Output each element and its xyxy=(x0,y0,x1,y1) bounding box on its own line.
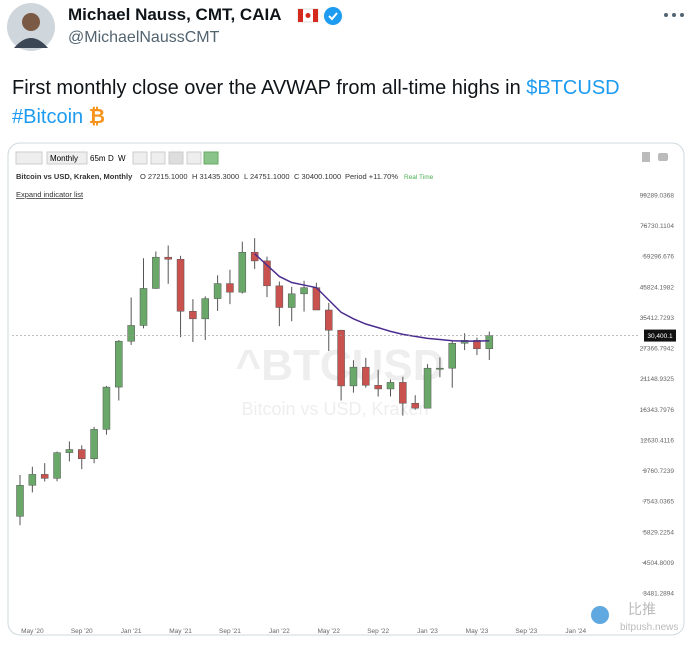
candle-body xyxy=(127,325,135,342)
candle-body xyxy=(325,309,333,331)
candle-body xyxy=(201,298,209,320)
candle-body xyxy=(16,485,24,517)
site-watermark: bitpush.news xyxy=(620,622,678,633)
text: First monthly close over the AVWAP from … xyxy=(12,77,527,99)
badges xyxy=(297,7,342,25)
avatar[interactable] xyxy=(4,2,64,62)
candle-body xyxy=(53,452,61,479)
watermark-logo xyxy=(591,606,609,624)
candle-body xyxy=(152,256,160,289)
candle-body xyxy=(164,256,172,260)
avwap-line xyxy=(254,253,490,342)
watermark-description: Bitcoin vs USD, Kraken xyxy=(241,399,428,419)
candle-body xyxy=(411,402,419,409)
period-change: Period +11.70% xyxy=(345,172,398,181)
candle-body xyxy=(263,260,271,287)
x-tick-label: Jan '24 xyxy=(565,628,586,635)
button[interactable]: 65m xyxy=(90,154,106,163)
y-tick-label: 35412.7293 xyxy=(640,315,675,322)
x-tick-label: Jan '21 xyxy=(121,628,142,635)
expand-link[interactable]: Expand indicator list xyxy=(16,190,84,199)
tweet-text: First monthly close over the AVWAP from … xyxy=(12,74,620,132)
y-tick-label: 4504.8009 xyxy=(643,560,674,567)
x-tick-label: Jan '22 xyxy=(269,628,290,635)
candle-body xyxy=(115,340,123,388)
candle-body xyxy=(238,251,247,293)
ohlc: C 30400.1000 xyxy=(294,172,341,181)
candle-body xyxy=(213,283,222,299)
y-tick-label: 21148.9325 xyxy=(640,376,674,383)
more-menu[interactable] xyxy=(662,10,686,20)
y-tick-label: 76730.1104 xyxy=(640,223,674,230)
status: Real Time xyxy=(404,174,434,181)
x-tick-label: Jan '23 xyxy=(417,628,438,635)
handle[interactable]: @MichaelNaussCMT xyxy=(68,29,220,46)
cashtag[interactable]: $BTCUSD xyxy=(526,77,620,99)
ohlc: O 27215.1000 xyxy=(140,172,188,181)
last-close-box xyxy=(644,329,676,342)
candle-body xyxy=(485,335,494,349)
y-tick-label: 9760.7239 xyxy=(643,468,674,475)
y-tick-label: 16343.7976 xyxy=(640,407,675,414)
candle-body xyxy=(448,342,456,369)
candle-body xyxy=(139,288,148,326)
candle-body xyxy=(78,449,86,459)
hashtag[interactable]: #Bitcoin xyxy=(12,106,84,128)
candle-body xyxy=(65,449,74,453)
candle-body xyxy=(287,293,296,308)
x-tick-label: Sep '21 xyxy=(219,628,241,635)
candle-body xyxy=(176,258,185,312)
y-tick-label: 3481.2894 xyxy=(643,591,674,598)
interval[interactable]: Monthly xyxy=(50,154,78,163)
site-watermark: 比推 xyxy=(628,601,656,617)
x-tick-label: May '22 xyxy=(317,628,340,635)
chart: Monthly 65m D W Bitcoin vs USD, Kraken, … xyxy=(7,142,685,636)
candle-body xyxy=(275,285,284,308)
candle-body xyxy=(436,367,444,370)
author-name[interactable]: Michael Nauss, CMT, CAIA xyxy=(68,5,282,24)
x-tick-label: Sep '20 xyxy=(71,628,93,635)
candle-body xyxy=(386,382,395,390)
y-tick-label: 59296.676 xyxy=(643,254,674,261)
y-tick-label: 12630.4116 xyxy=(640,437,674,444)
candle-body xyxy=(473,340,481,349)
candle-body xyxy=(337,329,345,387)
x-tick-label: May '21 xyxy=(169,628,192,635)
x-tick-label: Sep '23 xyxy=(515,628,537,635)
button[interactable]: W xyxy=(118,154,126,163)
candle-body xyxy=(374,385,382,390)
candle-body xyxy=(189,311,197,320)
y-tick-label: 99289.0368 xyxy=(640,192,675,199)
candle-body xyxy=(362,366,370,386)
y-tick-label: 45824.1982 xyxy=(640,284,675,291)
candle-body xyxy=(102,386,111,430)
candle-body xyxy=(423,367,432,409)
emoji: ₿ xyxy=(88,106,106,128)
symbol-line: Bitcoin vs USD, Kraken, Monthly xyxy=(16,172,133,181)
button[interactable]: D xyxy=(108,154,114,163)
candle-body xyxy=(28,474,37,486)
candle-body xyxy=(399,382,407,404)
candle-body xyxy=(90,429,98,459)
candle-body xyxy=(349,366,358,387)
y-tick-label: 27366.7942 xyxy=(640,346,675,353)
y-tick-label: 5829.2254 xyxy=(643,529,674,536)
ohlc: L 24751.1000 xyxy=(244,172,290,181)
candle-body xyxy=(40,474,49,479)
ohlc: H 31435.3000 xyxy=(192,172,239,181)
toolbar xyxy=(15,151,668,165)
candle-body xyxy=(300,287,308,295)
x-tick-label: Sep '22 xyxy=(367,628,389,635)
candle-body xyxy=(226,283,234,293)
y-tick-label: 7543.0365 xyxy=(643,499,674,506)
x-tick-label: May '23 xyxy=(466,628,489,635)
last-close-label: 30,400.1 xyxy=(647,333,673,340)
x-tick-label: May '20 xyxy=(21,628,44,635)
